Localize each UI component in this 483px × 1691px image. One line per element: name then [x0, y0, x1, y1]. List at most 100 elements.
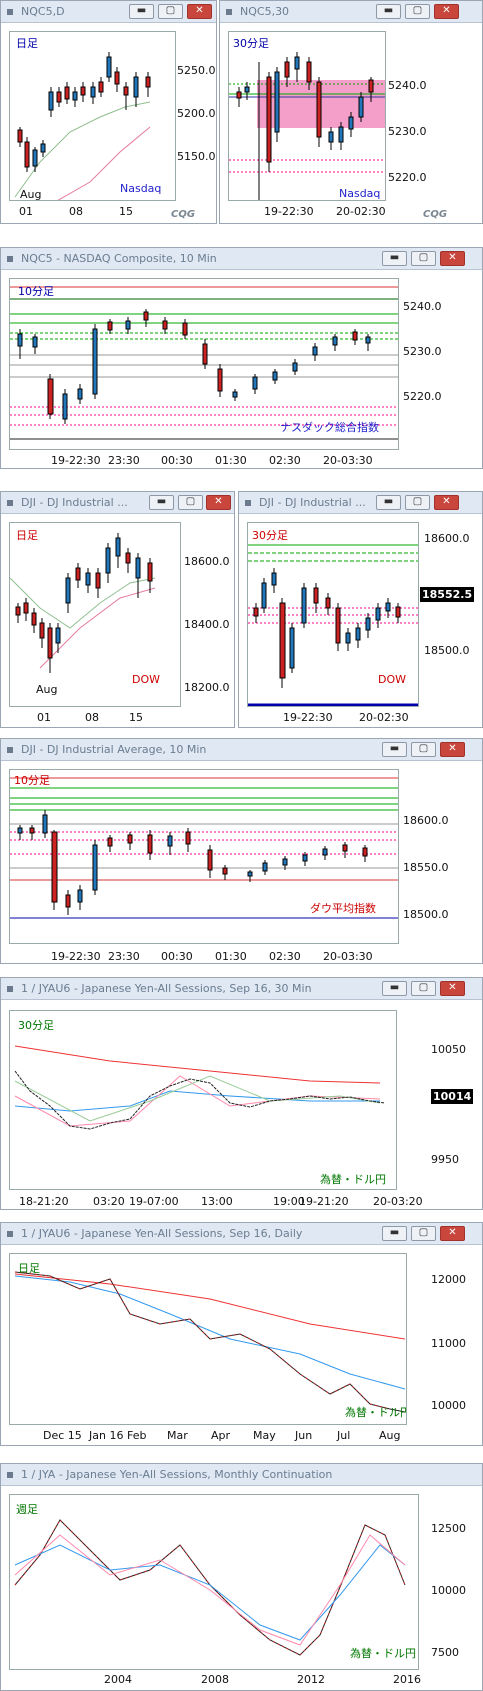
title-bar[interactable]: 1 / JYA - Japanese Yen-All Sessions, Mon…	[1, 1464, 482, 1486]
chart-plot[interactable]: 30分足 為替・ドル円	[9, 1010, 397, 1190]
price-chart	[10, 533, 156, 673]
chart-window-nq-daily[interactable]: NQC5,D ▬ ▢ ✕	[0, 0, 217, 224]
y-tick: 18600.0	[184, 555, 230, 568]
y-tick: 5230.0	[388, 125, 427, 138]
minimize-button[interactable]: ▬	[382, 251, 407, 266]
title-bar[interactable]: 1 / JYAU6 - Japanese Yen-All Sessions, S…	[1, 1223, 482, 1245]
window-title: DJI - DJ Industrial ...	[259, 496, 366, 509]
window-icon	[7, 500, 13, 506]
maximize-button[interactable]: ▢	[405, 495, 430, 510]
chart-window-yen-monthly[interactable]: 1 / JYA - Japanese Yen-All Sessions, Mon…	[0, 1463, 483, 1691]
minimize-button[interactable]: ▬	[382, 1226, 407, 1241]
chart-window-yen-daily[interactable]: 1 / JYAU6 - Japanese Yen-All Sessions, S…	[0, 1222, 483, 1446]
maximize-button[interactable]: ▢	[158, 4, 183, 19]
window-icon	[7, 1472, 13, 1478]
minimize-button[interactable]: ▬	[382, 742, 407, 757]
minimize-button[interactable]: ▬	[376, 4, 401, 19]
chart-plot[interactable]: 日足 為替・ドル円	[9, 1253, 407, 1425]
cqg-logo: CQG	[171, 209, 196, 220]
chart-window-nasdaq-10min[interactable]: NQC5 - NASDAQ Composite, 10 Min ▬ ▢ ✕	[0, 247, 483, 469]
x-tick: Aug	[36, 683, 58, 696]
chart-plot[interactable]: 30分足 DOW	[247, 522, 419, 707]
window-title: NQC5,30	[240, 5, 290, 18]
window-icon	[7, 747, 13, 753]
chart-plot[interactable]: 10分足 ナスダック総合指数	[9, 278, 399, 450]
window-icon	[7, 986, 13, 992]
instrument-label: Nasdaq	[120, 182, 162, 195]
timeframe-label: 日足	[18, 1262, 40, 1275]
close-button[interactable]: ✕	[206, 495, 231, 510]
y-tick: 7500	[431, 1646, 459, 1659]
chart-window-dji-daily[interactable]: DJI - DJ Industrial ... ▬ ▢ ✕	[0, 491, 235, 728]
window-title: 1 / JYAU6 - Japanese Yen-All Sessions, S…	[21, 982, 312, 995]
x-tick: May	[253, 1429, 276, 1442]
chart-window-dji-30min[interactable]: DJI - DJ Industrial ... ▬ ▢ ✕	[238, 491, 483, 728]
price-chart	[14, 1519, 406, 1656]
maximize-button[interactable]: ▢	[411, 1226, 436, 1241]
close-button[interactable]: ✕	[440, 1226, 465, 1241]
chart-window-yen-30min[interactable]: 1 / JYAU6 - Japanese Yen-All Sessions, S…	[0, 977, 483, 1210]
minimize-button[interactable]: ▬	[382, 981, 407, 996]
chart-plot[interactable]: 日足 DOW Aug	[9, 522, 181, 707]
last-price-badge: 18552.5	[420, 587, 475, 602]
price-chart	[248, 544, 418, 706]
timeframe-label: 30分足	[233, 37, 269, 50]
close-button[interactable]: ✕	[440, 742, 465, 757]
maximize-button[interactable]: ▢	[178, 495, 203, 510]
price-chart	[10, 777, 398, 919]
x-tick: 03:20	[93, 1195, 125, 1208]
chart-plot[interactable]: 週足 為替・ドル円	[9, 1494, 419, 1670]
chart-plot[interactable]: 日足 Nasdaq Aug	[9, 31, 176, 201]
chart-window-nq-30min[interactable]: NQC5,30 ▬ ▢ ✕	[219, 0, 483, 224]
window-title: 1 / JYAU6 - Japanese Yen-All Sessions, S…	[21, 1227, 303, 1240]
title-bar[interactable]: 1 / JYAU6 - Japanese Yen-All Sessions, S…	[1, 978, 482, 1000]
x-tick: 2016	[393, 1673, 421, 1686]
close-button[interactable]: ✕	[440, 251, 465, 266]
close-button[interactable]: ✕	[434, 4, 459, 19]
minimize-button[interactable]: ▬	[129, 4, 154, 19]
window-icon	[245, 500, 251, 506]
y-tick: 10000	[431, 1399, 466, 1412]
chart-plot[interactable]: 10分足 ダウ平均指数	[9, 769, 399, 944]
timeframe-label: 10分足	[14, 774, 50, 787]
chart-plot[interactable]: 30分足 Nasdaq	[228, 31, 386, 201]
title-bar[interactable]: NQC5 - NASDAQ Composite, 10 Min ▬ ▢ ✕	[1, 248, 482, 270]
x-tick: 01	[19, 205, 33, 218]
cqg-logo: CQG	[423, 209, 448, 220]
title-bar[interactable]: DJI - DJ Industrial ... ▬ ▢ ✕	[239, 492, 482, 514]
title-bar[interactable]: DJI - DJ Industrial Average, 10 Min ▬ ▢ …	[1, 739, 482, 761]
x-tick: Aug	[20, 188, 42, 201]
instrument-label: DOW	[132, 673, 161, 686]
x-tick: 19-07:00	[129, 1195, 179, 1208]
x-tick: 02:30	[269, 454, 301, 467]
window-icon	[7, 9, 13, 15]
instrument-label: 為替・ドル円	[350, 1647, 416, 1660]
y-tick: 5230.0	[403, 345, 442, 358]
close-button[interactable]: ✕	[187, 4, 212, 19]
x-tick: 19-22:30	[51, 950, 101, 963]
x-tick: 19:00	[273, 1195, 305, 1208]
close-button[interactable]: ✕	[440, 981, 465, 996]
maximize-button[interactable]: ▢	[405, 4, 430, 19]
maximize-button[interactable]: ▢	[411, 981, 436, 996]
title-bar[interactable]: NQC5,D ▬ ▢ ✕	[1, 1, 216, 23]
maximize-button[interactable]: ▢	[411, 742, 436, 757]
minimize-button[interactable]: ▬	[149, 495, 174, 510]
x-tick: 01	[37, 711, 51, 724]
x-tick: Aug	[379, 1429, 401, 1442]
price-chart	[14, 1045, 386, 1130]
y-tick: 5240.0	[403, 300, 442, 313]
title-bar[interactable]: NQC5,30 ▬ ▢ ✕	[220, 1, 482, 23]
title-bar[interactable]: DJI - DJ Industrial ... ▬ ▢ ✕	[1, 492, 234, 514]
x-tick: 01:30	[215, 950, 247, 963]
minimize-button[interactable]: ▬	[376, 495, 401, 510]
maximize-button[interactable]: ▢	[411, 251, 436, 266]
x-tick: 23:30	[108, 454, 140, 467]
x-tick: 15	[129, 711, 143, 724]
close-button[interactable]: ✕	[434, 495, 459, 510]
instrument-label: ナスダック総合指数	[280, 421, 379, 434]
x-tick: Jun	[295, 1429, 313, 1442]
window-title: 1 / JYA - Japanese Yen-All Sessions, Mon…	[21, 1468, 333, 1481]
chart-window-dji-10min[interactable]: DJI - DJ Industrial Average, 10 Min ▬ ▢ …	[0, 738, 483, 964]
x-tick: Feb	[127, 1429, 147, 1442]
